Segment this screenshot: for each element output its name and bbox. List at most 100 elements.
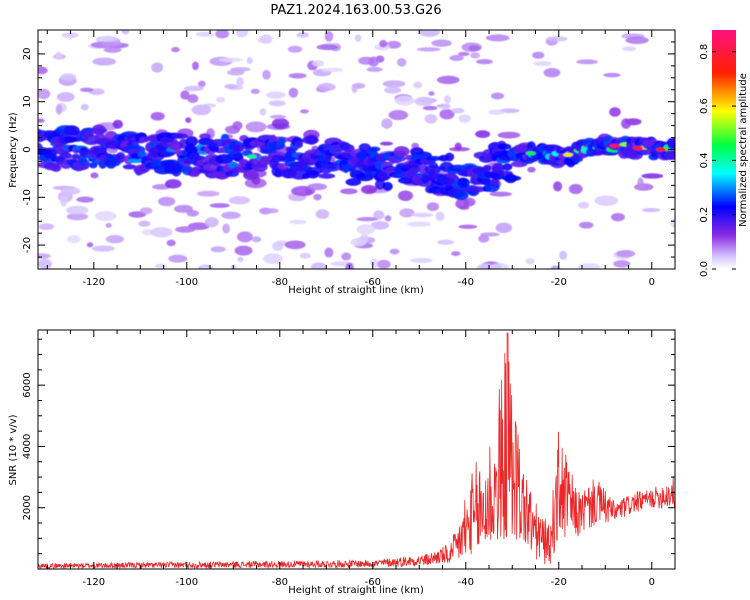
heatmap-cell: [164, 179, 182, 189]
heatmap-cell: [594, 195, 619, 206]
heatmap-cell: [578, 221, 594, 229]
heatmap-cell: [376, 259, 391, 269]
heatmap-peak-cell: [127, 158, 144, 164]
heatmap-peak-cell: [609, 143, 620, 148]
heatmap-peak-cell: [482, 164, 492, 172]
heatmap-cell: [300, 109, 309, 114]
heatmap-cell: [234, 245, 253, 256]
heatmap-cell: [288, 87, 299, 98]
heatmap-cell: [354, 34, 362, 42]
heatmap-cell: [441, 105, 450, 110]
heatmap-cell: [311, 60, 325, 67]
heatmap-cell: [66, 213, 89, 221]
heatmap-cell: [359, 233, 369, 243]
heatmap-cell: [370, 220, 390, 230]
heatmap-cell: [613, 260, 631, 268]
heatmap-cell: [204, 217, 219, 228]
heatmap-peak-cell: [656, 147, 667, 152]
top-xtick-label: -100: [175, 277, 198, 288]
colorbar-label: Normalized spectral amplitude: [738, 73, 749, 227]
heatmap-cell: [251, 236, 262, 243]
heatmap-cell: [228, 196, 251, 205]
heatmap-cell: [321, 67, 344, 73]
heatmap-cell: [302, 136, 319, 145]
heatmap-cell: [262, 69, 271, 80]
heatmap-cell: [38, 66, 48, 75]
colorbar: 0.0 0.2 0.4 0.6 0.8 Normalized spectral ampl…: [699, 30, 749, 277]
heatmap-cell: [475, 130, 491, 138]
colorbar-tick-label: 0.4: [699, 152, 710, 168]
heatmap-cell: [60, 195, 68, 207]
colorbar-tick-label: 0.8: [699, 44, 710, 60]
heatmap-cell: [577, 201, 590, 209]
heatmap-cell: [342, 144, 355, 153]
heatmap-cell: [559, 250, 568, 260]
heatmap-cell: [121, 30, 130, 35]
heatmap-cell: [444, 152, 455, 162]
heatmap-cell: [454, 142, 462, 151]
bottom-ytick-label: 6000: [22, 372, 33, 397]
heatmap-cell: [61, 32, 79, 39]
heatmap-cell: [533, 61, 552, 67]
heatmap-cell: [457, 51, 470, 57]
heatmap-cell: [287, 45, 303, 53]
top-ytick-label: 20: [22, 48, 33, 61]
snr-frame: [37, 329, 676, 570]
heatmap-cell: [80, 162, 90, 170]
heatmap-cell: [360, 184, 378, 195]
heatmap-cell: [186, 210, 199, 217]
heatmap-blobs: [38, 30, 675, 269]
snr-panel: -120 -100 -80 -60 -40 -20 0 2000 4000 6000 Heigh…: [8, 329, 676, 596]
heatmap-cell: [236, 77, 244, 87]
heatmap-cell: [150, 111, 165, 121]
heatmap-cell: [92, 57, 117, 66]
heatmap-cell: [38, 223, 55, 230]
heatmap-cell: [38, 118, 45, 123]
heatmap-cell: [210, 246, 226, 253]
bottom-y-axis: 2000 4000 6000: [22, 338, 675, 555]
heatmap-cell: [525, 258, 535, 265]
heatmap-cell: [235, 30, 249, 38]
heatmap-cell: [444, 95, 451, 104]
heatmap-cell: [115, 152, 126, 163]
heatmap-cell: [76, 196, 94, 203]
heatmap-cell: [369, 258, 379, 268]
heatmap-peak-cell: [563, 152, 574, 157]
heatmap-cell: [171, 46, 180, 53]
heatmap-cell: [410, 212, 434, 218]
heatmap-peak-cell: [632, 146, 643, 151]
heatmap-cell: [475, 59, 493, 65]
heatmap-cell: [641, 173, 664, 179]
heatmap-cell: [66, 235, 81, 244]
heatmap-cell: [307, 183, 327, 191]
heatmap-cell: [86, 242, 94, 248]
heatmap-cell: [192, 61, 199, 71]
heatmap-cell: [154, 263, 168, 269]
heatmap-cell: [105, 234, 125, 244]
heatmap-cell: [71, 153, 80, 160]
heatmap-cell: [101, 41, 123, 47]
bottom-xtick-label: 0: [649, 577, 655, 588]
top-x-label: Height of straight line (km): [288, 285, 424, 296]
heatmap-cell: [150, 227, 173, 238]
heatmap-cell: [60, 73, 77, 82]
heatmap-cell: [191, 104, 212, 116]
heatmap-cell: [198, 137, 215, 146]
heatmap-peak-cell: [137, 151, 147, 158]
heatmap-cell: [138, 220, 151, 227]
heatmap-cell: [171, 133, 189, 139]
heatmap-cell: [237, 256, 244, 262]
heatmap-cell: [468, 45, 481, 51]
heatmap-cell: [288, 72, 307, 79]
heatmap-cell: [232, 152, 244, 162]
heatmap-cell: [243, 170, 259, 181]
heatmap-cell: [80, 104, 89, 111]
heatmap-cell: [222, 223, 230, 234]
heatmap-cell: [38, 253, 51, 260]
heatmap-cell: [413, 81, 423, 89]
heatmap-cell: [490, 263, 510, 269]
heatmap-cell: [94, 211, 117, 222]
heatmap-cell: [491, 162, 505, 174]
